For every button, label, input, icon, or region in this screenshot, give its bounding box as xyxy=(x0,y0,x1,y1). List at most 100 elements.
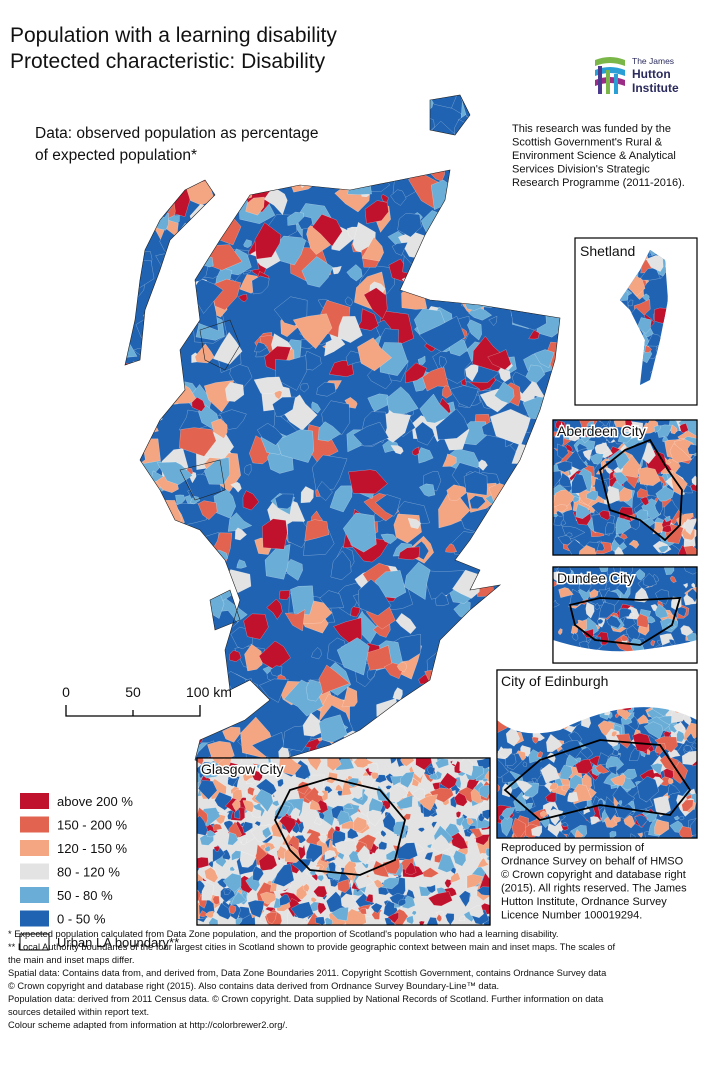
map-area xyxy=(474,674,490,690)
footnote: * Expected population calculated from Da… xyxy=(8,929,558,939)
map-area xyxy=(134,724,154,746)
map-area xyxy=(646,748,651,755)
footnote: sources detailed within report text. xyxy=(8,1007,149,1017)
map-area xyxy=(555,420,566,431)
map-area xyxy=(419,240,450,280)
map-area xyxy=(643,573,657,588)
map-area xyxy=(330,550,352,580)
map-area xyxy=(635,568,646,581)
legend-swatch xyxy=(20,816,49,833)
map-area xyxy=(559,764,573,780)
map-area xyxy=(147,389,167,420)
funding-note: This research was funded by the xyxy=(512,123,671,135)
map-area xyxy=(138,608,147,620)
map-area xyxy=(204,867,219,883)
map-area xyxy=(567,791,579,803)
map-area xyxy=(125,656,130,669)
map-area xyxy=(590,816,601,825)
map-area xyxy=(144,385,163,404)
map-area xyxy=(187,245,199,258)
map-area xyxy=(382,142,404,158)
map-area xyxy=(347,827,359,840)
title: Population with a learning disability xyxy=(10,24,337,47)
map-area xyxy=(159,177,177,196)
map-area xyxy=(125,392,163,428)
map-area xyxy=(482,625,510,644)
map-area xyxy=(135,383,167,421)
map-area xyxy=(486,629,508,656)
map-area xyxy=(125,191,164,223)
map-area xyxy=(620,290,629,301)
attribution: (2015). All rights reserved. The James xyxy=(501,883,687,895)
map-area xyxy=(229,650,242,662)
map-area xyxy=(352,421,389,447)
map-area xyxy=(253,161,280,182)
map-area xyxy=(440,257,463,276)
scale-label: 50 xyxy=(125,684,141,700)
inset-map xyxy=(497,670,697,838)
map-area xyxy=(179,721,192,734)
map-area xyxy=(531,736,539,744)
map-area xyxy=(397,213,422,238)
inset-label: Glasgow City xyxy=(201,761,283,777)
map-area xyxy=(510,503,526,521)
map-area xyxy=(380,533,397,544)
footnote: Colour scheme adapted from information a… xyxy=(8,1020,288,1030)
map-area xyxy=(405,273,429,288)
legend-label: 50 - 80 % xyxy=(57,888,113,903)
map-area xyxy=(484,594,511,617)
footnote: ** Local Authority boundaries of the fou… xyxy=(8,942,615,952)
map-area xyxy=(317,902,327,915)
map-area xyxy=(628,612,635,617)
map-area xyxy=(636,509,649,521)
map-area xyxy=(575,829,584,838)
footnote: © Crown copyright and database right (20… xyxy=(8,981,499,991)
map-area xyxy=(437,853,456,873)
map-area xyxy=(598,601,615,619)
map-area xyxy=(302,712,324,737)
map-area xyxy=(129,563,157,600)
legend-label: Urban LA boundary** xyxy=(57,935,179,950)
map-area xyxy=(526,595,536,604)
map-area xyxy=(244,644,263,672)
map-area xyxy=(201,881,214,901)
map-area xyxy=(426,95,458,109)
map-area xyxy=(414,421,435,446)
map-area xyxy=(681,799,694,812)
map-area xyxy=(530,623,555,648)
map-area xyxy=(528,329,540,340)
map-area xyxy=(612,749,620,756)
map-area xyxy=(538,496,549,511)
inset-border xyxy=(496,669,698,839)
map-area xyxy=(125,376,140,391)
map-area xyxy=(418,155,430,168)
map-area xyxy=(227,777,238,787)
map-area xyxy=(575,503,592,519)
map-area xyxy=(482,778,488,782)
map-area xyxy=(678,815,685,821)
map-area xyxy=(243,613,269,640)
map-area xyxy=(582,628,594,638)
map-area xyxy=(465,706,475,713)
map-area xyxy=(556,460,573,473)
map-area xyxy=(477,215,489,225)
map-area xyxy=(297,216,313,230)
attribution: © Crown copyright and database right xyxy=(501,869,686,881)
map-area xyxy=(676,730,685,743)
map-area xyxy=(400,771,415,788)
map-area xyxy=(116,502,125,511)
map-area xyxy=(480,852,488,859)
map-area xyxy=(690,818,697,836)
map-area xyxy=(140,95,150,101)
map-area xyxy=(503,104,514,117)
map-area xyxy=(599,510,611,521)
map-area xyxy=(607,765,618,776)
map-area xyxy=(218,758,232,772)
map-area xyxy=(422,366,449,392)
subtitle: of expected population* xyxy=(35,147,197,164)
map-area xyxy=(466,649,488,668)
map-area xyxy=(274,146,299,171)
map-area xyxy=(284,609,306,632)
map-area xyxy=(643,721,664,740)
map-area xyxy=(478,459,488,471)
